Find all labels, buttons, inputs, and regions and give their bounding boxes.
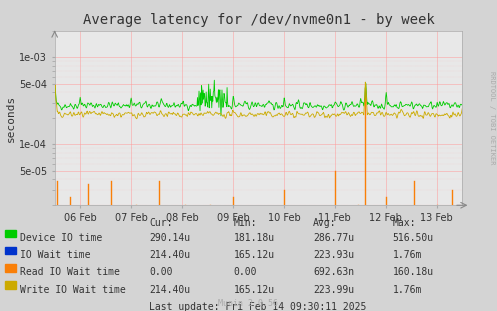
Text: RRDTOOL / TOBI OETIKER: RRDTOOL / TOBI OETIKER [489,72,495,165]
Text: 0.00: 0.00 [234,267,257,277]
Text: 1.76m: 1.76m [393,250,422,260]
Text: Cur:: Cur: [149,218,172,228]
Text: Write IO Wait time: Write IO Wait time [20,285,126,295]
Text: 516.50u: 516.50u [393,233,434,243]
Text: 286.77u: 286.77u [313,233,354,243]
Text: 160.18u: 160.18u [393,267,434,277]
Text: 214.40u: 214.40u [149,285,190,295]
Text: Device IO time: Device IO time [20,233,102,243]
Text: Read IO Wait time: Read IO Wait time [20,267,120,277]
Text: 214.40u: 214.40u [149,250,190,260]
Text: 165.12u: 165.12u [234,285,275,295]
Text: 692.63n: 692.63n [313,267,354,277]
Text: Max:: Max: [393,218,416,228]
Text: Avg:: Avg: [313,218,336,228]
Text: Last update: Fri Feb 14 09:30:11 2025: Last update: Fri Feb 14 09:30:11 2025 [149,302,366,311]
Title: Average latency for /dev/nvme0n1 - by week: Average latency for /dev/nvme0n1 - by we… [83,13,434,27]
Text: 1.76m: 1.76m [393,285,422,295]
Text: Munin 2.0.56: Munin 2.0.56 [219,299,278,308]
Text: 290.14u: 290.14u [149,233,190,243]
Y-axis label: seconds: seconds [6,95,16,142]
Text: 223.93u: 223.93u [313,250,354,260]
Text: IO Wait time: IO Wait time [20,250,90,260]
Text: 0.00: 0.00 [149,267,172,277]
Text: Min:: Min: [234,218,257,228]
Text: 181.18u: 181.18u [234,233,275,243]
Text: 223.99u: 223.99u [313,285,354,295]
Text: 165.12u: 165.12u [234,250,275,260]
